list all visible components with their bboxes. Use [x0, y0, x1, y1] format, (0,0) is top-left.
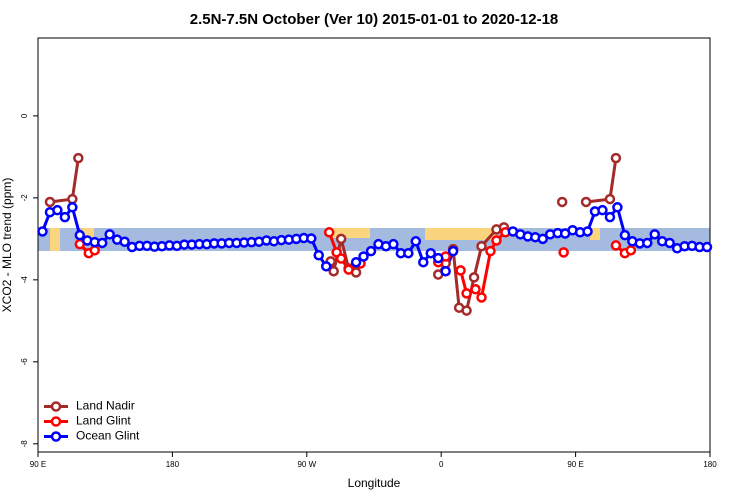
point	[37, 226, 48, 237]
x-tick-label: 180	[166, 460, 180, 469]
point	[388, 238, 399, 250]
point	[306, 233, 317, 244]
x-tick-label: 90 W	[297, 460, 316, 469]
point	[104, 229, 115, 240]
x-tick-label: 90 E	[567, 460, 583, 469]
point	[610, 152, 622, 164]
point	[335, 233, 347, 245]
point	[556, 196, 568, 208]
point	[432, 252, 444, 264]
point	[96, 237, 108, 249]
land-band	[50, 228, 60, 251]
point	[476, 292, 487, 303]
y-tick-label: -2	[20, 194, 29, 202]
point	[74, 229, 86, 241]
point	[610, 240, 622, 251]
point	[461, 288, 472, 299]
point	[455, 265, 466, 276]
point	[461, 305, 472, 316]
point	[119, 236, 130, 247]
point	[485, 245, 496, 257]
point	[425, 247, 436, 259]
point	[403, 247, 414, 259]
land-band	[590, 228, 600, 240]
point	[470, 284, 481, 295]
point	[59, 211, 71, 223]
point	[619, 229, 631, 241]
legend-label: Land Nadir	[76, 399, 135, 413]
point	[491, 235, 502, 246]
point	[642, 237, 653, 249]
land-band	[330, 228, 370, 238]
point	[365, 245, 377, 257]
y-axis-label: XCO2 - MLO trend (ppm)	[0, 178, 14, 313]
y-tick-label: -6	[20, 358, 29, 366]
point	[582, 226, 593, 237]
point	[649, 229, 660, 240]
point	[52, 204, 63, 216]
point	[323, 227, 335, 238]
point	[320, 261, 332, 272]
point	[350, 256, 362, 268]
x-axis-label: Longitude	[348, 476, 401, 490]
y-tick-label: 0	[20, 113, 29, 118]
point	[597, 204, 608, 216]
legend-marker	[50, 401, 62, 412]
point	[313, 249, 324, 261]
legend-marker	[50, 431, 62, 442]
point	[612, 202, 623, 213]
x-tick-label: 0	[439, 460, 444, 469]
point	[335, 253, 347, 264]
point	[89, 245, 100, 256]
point	[410, 236, 422, 247]
point	[537, 233, 548, 245]
x-tick-label: 90 E	[30, 460, 46, 469]
legend-label: Ocean Glint	[76, 429, 140, 443]
chart-title: 2.5N-7.5N October (Ver 10) 2015-01-01 to…	[190, 11, 559, 28]
point	[440, 265, 451, 277]
point	[44, 196, 56, 208]
point	[468, 272, 480, 283]
point	[418, 256, 429, 268]
point	[67, 193, 78, 205]
point	[604, 193, 616, 205]
point	[604, 211, 616, 223]
point	[343, 264, 354, 275]
legend-marker	[50, 416, 62, 427]
point	[558, 247, 569, 258]
land-band	[425, 228, 497, 240]
point	[67, 202, 78, 213]
point	[625, 245, 637, 256]
point	[73, 152, 84, 164]
point	[328, 265, 339, 277]
y-tick-label: -4	[20, 276, 29, 284]
point	[358, 251, 369, 262]
point	[664, 237, 675, 249]
y-tick-label: -8	[20, 440, 29, 448]
x-tick-label: 180	[703, 460, 717, 469]
point	[701, 241, 713, 253]
point	[447, 245, 459, 257]
legend-label: Land Glint	[76, 414, 131, 428]
point	[476, 240, 487, 252]
point	[580, 196, 592, 208]
